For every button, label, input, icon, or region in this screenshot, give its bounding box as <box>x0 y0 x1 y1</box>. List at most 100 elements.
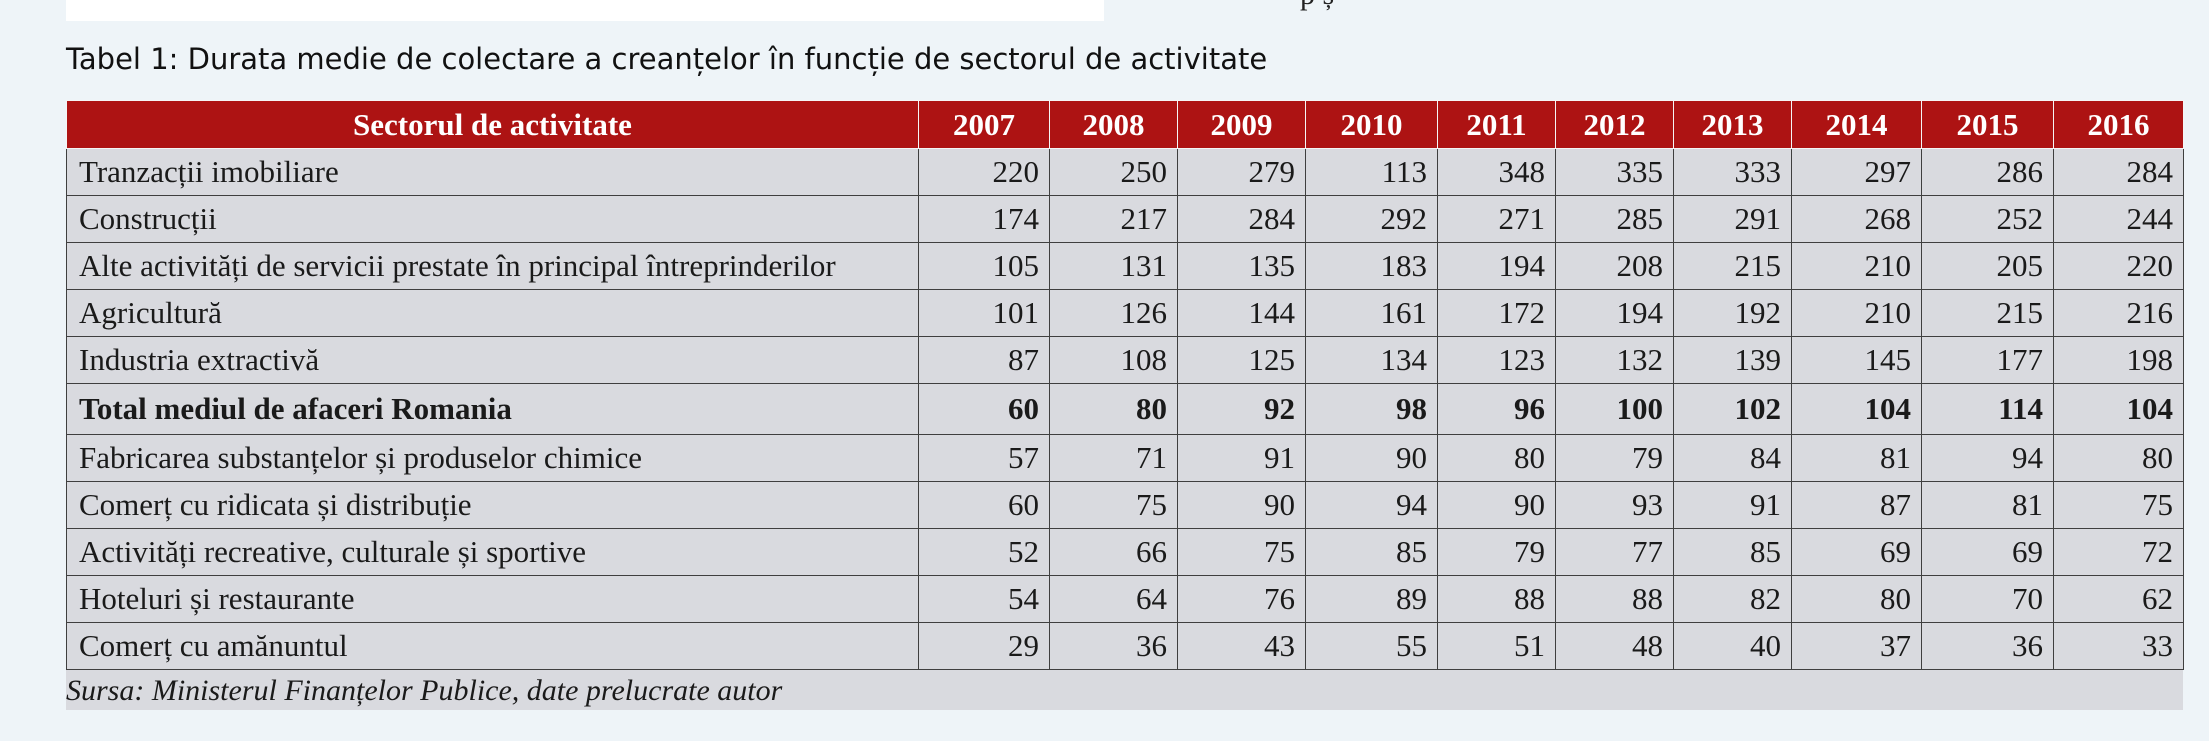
value-cell: 29 <box>918 622 1050 670</box>
value-cell: 93 <box>1555 481 1674 529</box>
value-cell: 72 <box>2053 528 2184 576</box>
value-cell: 194 <box>1437 242 1556 290</box>
header-year: 2015 <box>1921 100 2054 149</box>
value-cell: 77 <box>1555 528 1674 576</box>
sector-name-cell: Comerț cu amănuntul <box>66 622 919 670</box>
value-cell: 208 <box>1555 242 1674 290</box>
header-row: Sectorul de activitate 2007 2008 2009 20… <box>66 100 2184 149</box>
header-sector: Sectorul de activitate <box>66 100 919 149</box>
value-cell: 79 <box>1437 528 1556 576</box>
value-cell: 60 <box>918 481 1050 529</box>
value-cell: 268 <box>1791 195 1922 243</box>
value-cell: 81 <box>1921 481 2054 529</box>
table-row: Fabricarea substanțelor și produselor ch… <box>66 434 2184 482</box>
value-cell: 69 <box>1921 528 2054 576</box>
value-cell: 217 <box>1049 195 1178 243</box>
total-row: Total mediul de afaceri Romania 60 80 92 98 9… <box>66 383 2184 435</box>
value-cell: 244 <box>2053 195 2184 243</box>
value-cell: 64 <box>1049 575 1178 623</box>
value-cell: 52 <box>918 528 1050 576</box>
value-cell: 87 <box>918 336 1050 384</box>
value-cell: 80 <box>1791 575 1922 623</box>
value-cell: 114 <box>1921 383 2054 435</box>
value-cell: 210 <box>1791 289 1922 337</box>
value-cell: 94 <box>1921 434 2054 482</box>
value-cell: 75 <box>1049 481 1178 529</box>
value-cell: 96 <box>1437 383 1556 435</box>
header-year: 2009 <box>1177 100 1306 149</box>
sector-name-cell: Comerț cu ridicata și distribuție <box>66 481 919 529</box>
value-cell: 192 <box>1673 289 1792 337</box>
value-cell: 85 <box>1673 528 1792 576</box>
value-cell: 210 <box>1791 242 1922 290</box>
table-caption: Tabel 1: Durata medie de colectare a cre… <box>66 42 1268 76</box>
value-cell: 80 <box>1437 434 1556 482</box>
previous-content-block <box>66 0 1104 21</box>
value-cell: 88 <box>1555 575 1674 623</box>
sector-name-cell: Total mediul de afaceri Romania <box>66 383 919 435</box>
value-cell: 161 <box>1305 289 1438 337</box>
value-cell: 145 <box>1791 336 1922 384</box>
value-cell: 144 <box>1177 289 1306 337</box>
value-cell: 291 <box>1673 195 1792 243</box>
value-cell: 51 <box>1437 622 1556 670</box>
value-cell: 90 <box>1305 434 1438 482</box>
value-cell: 48 <box>1555 622 1674 670</box>
value-cell: 40 <box>1673 622 1792 670</box>
value-cell: 36 <box>1921 622 2054 670</box>
value-cell: 134 <box>1305 336 1438 384</box>
value-cell: 88 <box>1437 575 1556 623</box>
value-cell: 62 <box>2053 575 2184 623</box>
header-year: 2016 <box>2053 100 2184 149</box>
value-cell: 55 <box>1305 622 1438 670</box>
value-cell: 215 <box>1921 289 2054 337</box>
value-cell: 113 <box>1305 148 1438 196</box>
sector-name-cell: Agricultură <box>66 289 919 337</box>
value-cell: 333 <box>1673 148 1792 196</box>
value-cell: 125 <box>1177 336 1306 384</box>
value-cell: 98 <box>1305 383 1438 435</box>
value-cell: 80 <box>1049 383 1178 435</box>
value-cell: 123 <box>1437 336 1556 384</box>
table-row: Activități recreative, culturale și spor… <box>66 528 2184 576</box>
value-cell: 135 <box>1177 242 1306 290</box>
value-cell: 198 <box>2053 336 2184 384</box>
value-cell: 102 <box>1673 383 1792 435</box>
table-row: Alte activități de servicii prestate în … <box>66 242 2184 290</box>
value-cell: 101 <box>918 289 1050 337</box>
value-cell: 57 <box>918 434 1050 482</box>
value-cell: 250 <box>1049 148 1178 196</box>
table-row: Tranzacții imobiliare 220 250 279 113 348 335 3… <box>66 148 2184 196</box>
value-cell: 285 <box>1555 195 1674 243</box>
header-year: 2011 <box>1437 100 1556 149</box>
value-cell: 54 <box>918 575 1050 623</box>
value-cell: 94 <box>1305 481 1438 529</box>
value-cell: 66 <box>1049 528 1178 576</box>
value-cell: 84 <box>1673 434 1792 482</box>
value-cell: 104 <box>1791 383 1922 435</box>
sector-name-cell: Alte activități de servicii prestate în … <box>66 242 919 290</box>
value-cell: 104 <box>2053 383 2184 435</box>
header-year: 2010 <box>1305 100 1438 149</box>
collection-duration-table: Sectorul de activitate 2007 2008 2009 20… <box>66 100 2184 670</box>
table-row: Comerț cu ridicata și distribuție 60 75 90 9… <box>66 481 2184 529</box>
value-cell: 177 <box>1921 336 2054 384</box>
value-cell: 216 <box>2053 289 2184 337</box>
value-cell: 80 <box>2053 434 2184 482</box>
value-cell: 335 <box>1555 148 1674 196</box>
value-cell: 194 <box>1555 289 1674 337</box>
table-row: Hoteluri și restaurante 54 64 76 89 88 88 82 80 7… <box>66 575 2184 623</box>
value-cell: 82 <box>1673 575 1792 623</box>
sector-name-cell: Fabricarea substanțelor și produselor ch… <box>66 434 919 482</box>
value-cell: 220 <box>918 148 1050 196</box>
table-row: Construcții 174 217 284 292 271 285 291 268 252 24… <box>66 195 2184 243</box>
value-cell: 348 <box>1437 148 1556 196</box>
value-cell: 126 <box>1049 289 1178 337</box>
value-cell: 105 <box>918 242 1050 290</box>
value-cell: 205 <box>1921 242 2054 290</box>
header-year: 2012 <box>1555 100 1674 149</box>
value-cell: 292 <box>1305 195 1438 243</box>
value-cell: 91 <box>1673 481 1792 529</box>
value-cell: 81 <box>1791 434 1922 482</box>
value-cell: 33 <box>2053 622 2184 670</box>
